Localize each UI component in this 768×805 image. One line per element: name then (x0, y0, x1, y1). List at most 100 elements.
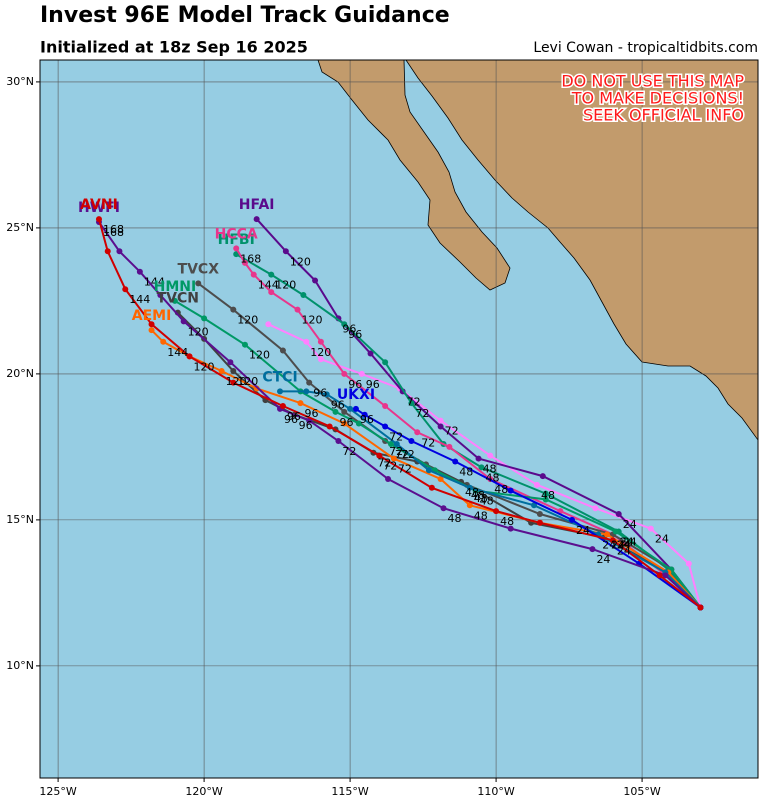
hour-label: 120 (302, 314, 323, 327)
track-point (609, 537, 616, 544)
track-point (323, 391, 330, 398)
track-point (341, 408, 348, 415)
hour-label: 24 (655, 533, 669, 546)
track-point (440, 505, 447, 512)
hour-label: 144 (167, 346, 188, 359)
track-point (542, 490, 549, 497)
hour-label: 72 (383, 460, 397, 473)
track-name: AEMI (132, 308, 172, 324)
track-point (536, 511, 543, 518)
track-point (604, 531, 611, 538)
track-point (662, 572, 669, 579)
hour-label: 120 (237, 314, 258, 327)
hour-label: 48 (541, 489, 555, 502)
track-point (279, 403, 286, 410)
baja-california (317, 60, 511, 291)
track-point (382, 423, 389, 430)
track-point (408, 438, 415, 445)
track-point (589, 546, 596, 553)
track-point (265, 321, 272, 328)
track-point (656, 572, 663, 579)
track-name: CTCI (262, 369, 297, 385)
hour-label: 24 (617, 538, 631, 551)
track-point (268, 271, 275, 278)
track-point (533, 481, 540, 488)
y-tick-label: 25°N (6, 221, 34, 234)
track-point (355, 420, 362, 427)
tracks: 24 48 72 96 120 24 48 72 96 120 24 48 72 96 120 24 48 72 9… (78, 197, 704, 611)
hour-label: 96 (313, 387, 327, 400)
hour-label: 48 (459, 465, 473, 478)
hour-label: 120 (226, 375, 247, 388)
track-point (376, 452, 383, 459)
track-point (241, 259, 248, 266)
track-point (332, 408, 339, 415)
track-point (347, 405, 354, 412)
track-line (235, 253, 702, 609)
track-point (171, 297, 178, 304)
credit: Levi Cowan - tropicaltidbits.com (533, 40, 758, 56)
track-point (230, 367, 237, 374)
track-point (104, 248, 111, 255)
hour-label: 24 (623, 536, 637, 549)
track-name: HFBI (218, 232, 255, 248)
track-point (592, 505, 599, 512)
ticks: 125°W 120°W 115°W 110°W 105°W 10°N 15°N 20°N 25°… (6, 75, 661, 798)
track-point (569, 516, 576, 523)
hour-label: 24 (596, 553, 610, 566)
track-point (157, 292, 164, 299)
track-point (341, 321, 348, 328)
warning-line: DO NOT USE THIS MAP (561, 72, 744, 91)
track-point (341, 420, 348, 427)
track-point (382, 359, 389, 366)
track-point (612, 528, 619, 535)
track-point (227, 359, 234, 366)
track-point (335, 438, 342, 445)
track-point (685, 560, 692, 567)
track-point (697, 604, 704, 611)
warning-line: SEEK OFFICIAL INFO (583, 106, 744, 125)
track-line (267, 323, 702, 608)
x-tick-label: 105°W (623, 785, 660, 798)
hour-label: 168 (240, 252, 261, 265)
mainland-mexico (405, 60, 758, 441)
track-point (358, 370, 365, 377)
subtitle: Initialized at 18z Sep 16 2025 (40, 38, 308, 57)
track-point (268, 289, 275, 296)
hour-label: 96 (348, 328, 362, 341)
track-point (425, 467, 432, 474)
track-point (437, 423, 444, 430)
track-point (201, 315, 208, 322)
track-name: HMNI (154, 279, 197, 295)
y-tick-label: 20°N (6, 367, 34, 380)
hour-label: 24 (602, 538, 616, 551)
hour-label: 72 (389, 430, 403, 443)
track-name: TVCN (157, 291, 199, 307)
hour-label: 168 (103, 223, 124, 236)
y-tick-label: 15°N (6, 513, 34, 526)
track-point (385, 476, 392, 483)
hour-label: 96 (331, 398, 345, 411)
track-point (317, 356, 324, 363)
hour-label: 168 (103, 226, 124, 239)
hour-label: 72 (342, 445, 356, 458)
track-point (466, 484, 473, 491)
hour-label: 72 (445, 425, 459, 438)
track-point (294, 306, 301, 313)
track-point (361, 411, 368, 418)
track-point (300, 292, 307, 299)
track-point (326, 423, 333, 430)
hour-label: 24 (623, 518, 637, 531)
hour-label: 120 (193, 360, 214, 373)
x-tick-label: 120°W (185, 785, 222, 798)
track-point (241, 341, 248, 348)
track-point (507, 487, 514, 494)
track-point (414, 429, 421, 436)
y-tick-label: 10°N (6, 659, 34, 672)
track-point (352, 405, 359, 412)
hour-label: 48 (494, 483, 508, 496)
track-point (390, 455, 397, 462)
hour-label: 48 (474, 492, 488, 505)
